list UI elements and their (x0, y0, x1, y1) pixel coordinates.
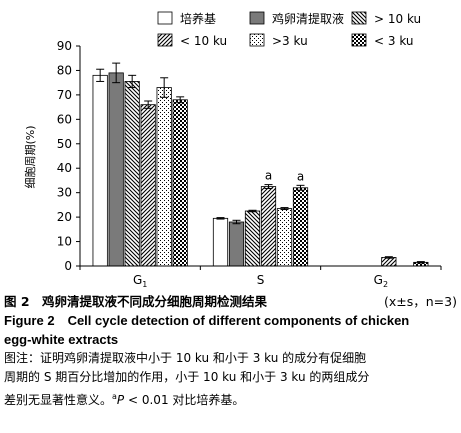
legend-label: < 3 ku (374, 34, 414, 48)
x-tick-label: G1 (133, 273, 147, 289)
legend-swatch (249, 33, 265, 47)
y-tick-label: 70 (57, 88, 72, 102)
y-tick-label: 0 (64, 259, 72, 273)
bar-chart: 培养基 鸡卵清提取液 > 10 ku < 10 ku >3 ku < 3 ku 细胞周期(… (24, 11, 442, 289)
legend-swatch (351, 11, 367, 25)
significance-label: a (297, 169, 304, 183)
caption-zh-stat: (x±s，n=3) (384, 294, 457, 309)
caption-note-line1: 图注：证明鸡卵清提取液中小于 10 ku 和小于 3 ku 的成分有促细胞 (4, 351, 367, 365)
legend-swatch (157, 11, 173, 25)
legend-swatch (351, 33, 367, 47)
x-tick-label-sub: 2 (383, 280, 388, 289)
y-axis-label: 细胞周期(%) (24, 125, 37, 188)
legend-label: 培养基 (180, 11, 216, 26)
bar (92, 74, 108, 267)
x-tick-label-main: G (374, 273, 383, 287)
y-tick-label: 40 (57, 161, 72, 175)
caption-en-line1: Figure 2 Cell cycle detection of differe… (4, 313, 410, 328)
legend-label: 鸡卵清提取液 (272, 11, 344, 26)
x-tick-label: G2 (374, 273, 388, 289)
y-tick-label: 80 (57, 63, 72, 77)
y-tick-label: 60 (57, 112, 72, 126)
bar (260, 186, 277, 267)
bar (228, 221, 245, 267)
legend-swatch (249, 11, 265, 25)
x-tick-label: S (257, 273, 265, 287)
bar (276, 208, 293, 267)
legend-label: < 10 ku (180, 34, 227, 48)
x-axis: G1 S G2 (79, 265, 442, 289)
y-tick-label: 30 (57, 186, 72, 200)
bar (140, 104, 156, 267)
legend-swatch (157, 33, 173, 47)
bar (212, 217, 229, 267)
x-tick-label-main: S (257, 273, 265, 287)
bar (108, 72, 124, 267)
x-tick-label-main: G (133, 273, 142, 287)
y-axis: 0 10 20 30 40 50 60 70 80 90 (57, 39, 81, 273)
bar (124, 81, 140, 267)
y-tick-label: 20 (57, 210, 72, 224)
legend-label: > 10 ku (374, 12, 421, 26)
figure-caption: 图 2 鸡卵清提取液不同成分细胞周期检测结果 (x±s，n=3) Figure … (4, 292, 459, 410)
caption-note-line3-post: < 0.01 对比培养基。 (124, 393, 245, 407)
legend: 培养基 鸡卵清提取液 > 10 ku < 10 ku >3 ku < 3 ku (157, 11, 421, 48)
bar (292, 187, 309, 267)
caption-note-sup: a (112, 392, 117, 401)
y-tick-label: 10 (57, 235, 72, 249)
x-tick-label-sub: 1 (142, 280, 147, 289)
bar (244, 210, 261, 267)
y-tick-label: 90 (57, 39, 72, 53)
caption-en-line2: egg-white extracts (4, 332, 119, 347)
y-tick-label: 50 (57, 137, 72, 151)
bar (381, 257, 397, 267)
caption-note-p: P (116, 393, 125, 407)
bar (172, 99, 188, 267)
caption-note-line3: 差别无显著性意义。aP < 0.01 对比培养基。 (4, 387, 459, 410)
bar (156, 87, 172, 267)
caption-note-line3-pre: 差别无显著性意义。 (4, 393, 113, 407)
caption-zh-title: 图 2 鸡卵清提取液不同成分细胞周期检测结果 (x±s，n=3) (4, 292, 459, 311)
legend-label: >3 ku (272, 34, 308, 48)
significance-label: a (265, 169, 272, 183)
caption-note-line2: 周期的 S 期百分比增加的作用，小于 10 ku 和小于 3 ku 的两组成分 (4, 370, 370, 384)
caption-zh-title-text: 图 2 鸡卵清提取液不同成分细胞周期检测结果 (4, 294, 268, 309)
